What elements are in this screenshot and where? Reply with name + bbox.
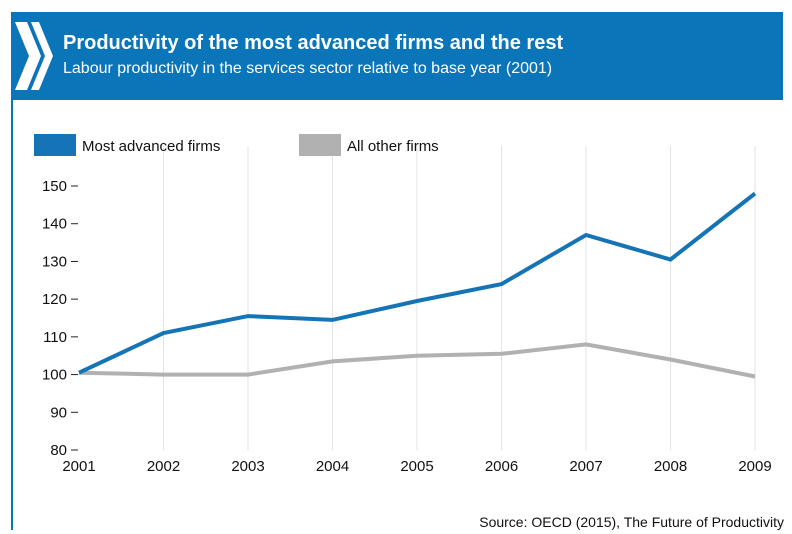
x-tick-label: 2006	[485, 458, 518, 475]
x-tick-label: 2005	[400, 458, 433, 475]
y-tick-label: 80	[50, 442, 67, 459]
series-line-all-other-firms	[78, 342, 756, 379]
y-tick-label: 130	[42, 253, 67, 270]
x-tick-label: 2003	[231, 458, 264, 475]
x-tick-label: 2001	[62, 458, 95, 475]
chevron-logo-icon	[15, 22, 53, 90]
x-tick-label: 2009	[738, 458, 771, 475]
source-note: Source: OECD (2015), The Future of Produ…	[479, 514, 784, 530]
y-tick-label: 110	[43, 329, 67, 346]
x-tick-label: 2007	[569, 458, 602, 475]
legend-swatch	[299, 134, 341, 156]
legend-label: All other firms	[347, 138, 439, 155]
chart-title: Productivity of the most advanced firms …	[63, 32, 564, 54]
y-tick-label: 140	[42, 216, 67, 233]
x-tick-label: 2008	[654, 458, 687, 475]
x-tick-label: 2004	[316, 458, 349, 475]
chart-subtitle: Labour productivity in the services sect…	[63, 60, 553, 77]
y-tick-label: 120	[42, 291, 67, 308]
y-tick-label: 100	[42, 367, 67, 384]
x-tick-label: 2002	[147, 458, 180, 475]
y-tick-label: 150	[42, 178, 67, 195]
legend-swatch	[34, 134, 76, 156]
series-line-most-advanced-firms	[78, 191, 757, 375]
y-tick-label: 90	[50, 404, 67, 421]
legend-label: Most advanced firms	[82, 138, 220, 155]
chart-header: Productivity of the most advanced firms …	[11, 12, 783, 100]
left-border	[11, 100, 13, 530]
